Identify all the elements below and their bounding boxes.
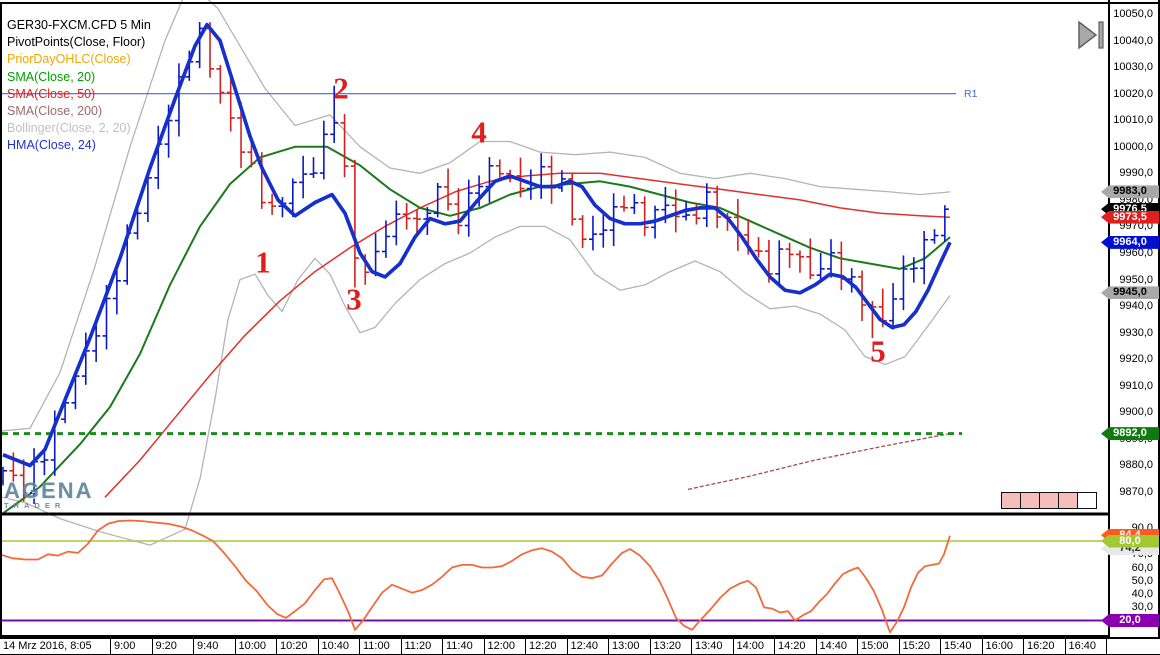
time-cell: 16:00: [983, 639, 1024, 654]
time-cell: 16:40: [1066, 639, 1107, 654]
legend-item-1: PivotPoints(Close, Floor): [7, 35, 146, 50]
time-cell: 9:20: [153, 639, 194, 654]
time-axis[interactable]: 14 Mrz 2016, 8:05 9:00 9:20 9:40 10:00 10:20 1…: [0, 637, 1160, 655]
price-tick-label: 10000,0: [1113, 140, 1153, 153]
legend-item-5: SMA(Close, 200): [7, 104, 103, 119]
time-cell: 13:20: [651, 639, 692, 654]
time-cell: 12:00: [485, 639, 526, 654]
price-tick-label: 9940,0: [1119, 300, 1153, 313]
legend-item-2: PriorDayOHLC(Close): [7, 52, 131, 67]
annotation-2: 2: [333, 70, 349, 106]
legend-item-4: SMA(Close, 50): [7, 86, 96, 101]
price-tick-label: 30,0: [1131, 601, 1153, 614]
time-cell: 14:20: [775, 639, 817, 654]
time-cell: 13:00: [609, 639, 651, 654]
time-cell: 11:00: [360, 639, 402, 654]
progress-box: [1058, 492, 1078, 509]
progress-box: [1039, 492, 1059, 509]
time-cell: 16:20: [1024, 639, 1066, 654]
hma-line: [2, 22, 952, 468]
price-tick-label: 9960,0: [1119, 247, 1153, 259]
axis-marker-upper-band: 80,0: [1101, 534, 1159, 548]
bar-progress-boxes: [1001, 492, 1097, 509]
agena-trader-logo: AGENA TRADER: [4, 478, 94, 510]
sma50-line: [104, 172, 951, 498]
price-tick-label: 10010,0: [1113, 114, 1153, 127]
price-tick-label: 9910,0: [1119, 379, 1153, 392]
price-tick-label: 9930,0: [1119, 326, 1153, 339]
price-tick-label: 60,0: [1131, 561, 1153, 574]
time-cell: 12:20: [526, 639, 568, 654]
progress-box: [1001, 492, 1021, 509]
time-cell: 12:40: [568, 639, 609, 654]
time-cell: 13:40: [692, 639, 734, 654]
price-tick-label: 10040,0: [1113, 34, 1153, 47]
chart-canvas[interactable]: R1: [0, 0, 1108, 637]
legend-item-7: HMA(Close, 24): [7, 138, 96, 153]
logo-line2: TRADER: [4, 501, 66, 510]
legend-item-0: GER30-FXCM.CFD 5 Min: [7, 18, 151, 32]
axis-marker-bollinger-lower: 9945,0: [1101, 286, 1159, 300]
price-tick-label: 10030,0: [1113, 61, 1153, 74]
axis-marker-hma24: 9964,0: [1101, 235, 1159, 249]
bollinger-upper-line: [1, 0, 951, 432]
price-tick-label: 9880,0: [1119, 459, 1153, 472]
axis-marker-prior-day-close: 9892,0: [1101, 427, 1159, 441]
logo-line1: AGENA: [4, 478, 94, 503]
price-tick-label: 9900,0: [1119, 406, 1153, 419]
annotation-4: 4: [471, 114, 487, 150]
price-axis[interactable]: 10050,0 10040,0 10030,0 10020,0 10010,0 10000…: [1101, 0, 1160, 637]
legend-item-6: Bollinger(Close, 2, 20): [7, 121, 131, 136]
price-tick-label: 10020,0: [1113, 87, 1153, 100]
oscillator-line: [0, 519, 951, 634]
bollinger-lower-line: [1, 225, 951, 546]
progress-box: [1077, 492, 1097, 509]
price-tick-label: 9920,0: [1119, 353, 1153, 366]
pivot-r1-line-label: R1: [964, 88, 978, 100]
annotation-5: 5: [870, 333, 886, 369]
time-cell: 14:00: [734, 639, 775, 654]
sma200-line: [687, 432, 951, 491]
price-tick-label: 9990,0: [1119, 167, 1153, 180]
chart-legend: GER30-FXCM.CFD 5 Min PivotPoints(Close, F…: [7, 17, 151, 155]
axis-marker-bollinger-upper: 9983,0: [1101, 185, 1159, 199]
time-cell: 9:40: [194, 639, 236, 654]
time-cell: 11:20: [402, 639, 443, 654]
chart-top-border: [0, 2, 1160, 4]
time-cell: 15:20: [900, 639, 941, 654]
time-cell: 14:40: [817, 639, 858, 654]
price-tick-label: 9950,0: [1119, 273, 1153, 286]
time-cell-first: 14 Mrz 2016, 8:05: [0, 639, 111, 654]
price-tick-label: 40,0: [1131, 588, 1153, 600]
go-to-last-bar-button[interactable]: [1074, 18, 1110, 56]
price-tick-label: 10050,0: [1113, 8, 1153, 20]
time-cell: 10:40: [319, 639, 360, 654]
price-tick-label: 9870,0: [1119, 486, 1153, 498]
time-cell: 11:40: [443, 639, 485, 654]
axis-marker-lower-band: 20,0: [1101, 614, 1159, 627]
sma20-line: [2, 145, 951, 515]
annotation-1: 1: [255, 244, 271, 280]
price-tick-label: 50,0: [1131, 574, 1153, 587]
chart-left-border: [0, 2, 2, 637]
legend-item-3: SMA(Close, 20): [7, 69, 96, 84]
time-cell: 10:00: [236, 639, 277, 654]
annotation-3: 3: [346, 281, 362, 317]
play-to-end-icon: [1078, 20, 1104, 50]
time-cell: 9:00: [111, 639, 153, 654]
axis-marker-sma50: 9973,5: [1101, 210, 1159, 224]
time-cell: 15:00: [858, 639, 900, 654]
time-cell: 15:40: [941, 639, 983, 654]
time-cell: 10:20: [277, 639, 319, 654]
progress-box: [1020, 492, 1040, 509]
